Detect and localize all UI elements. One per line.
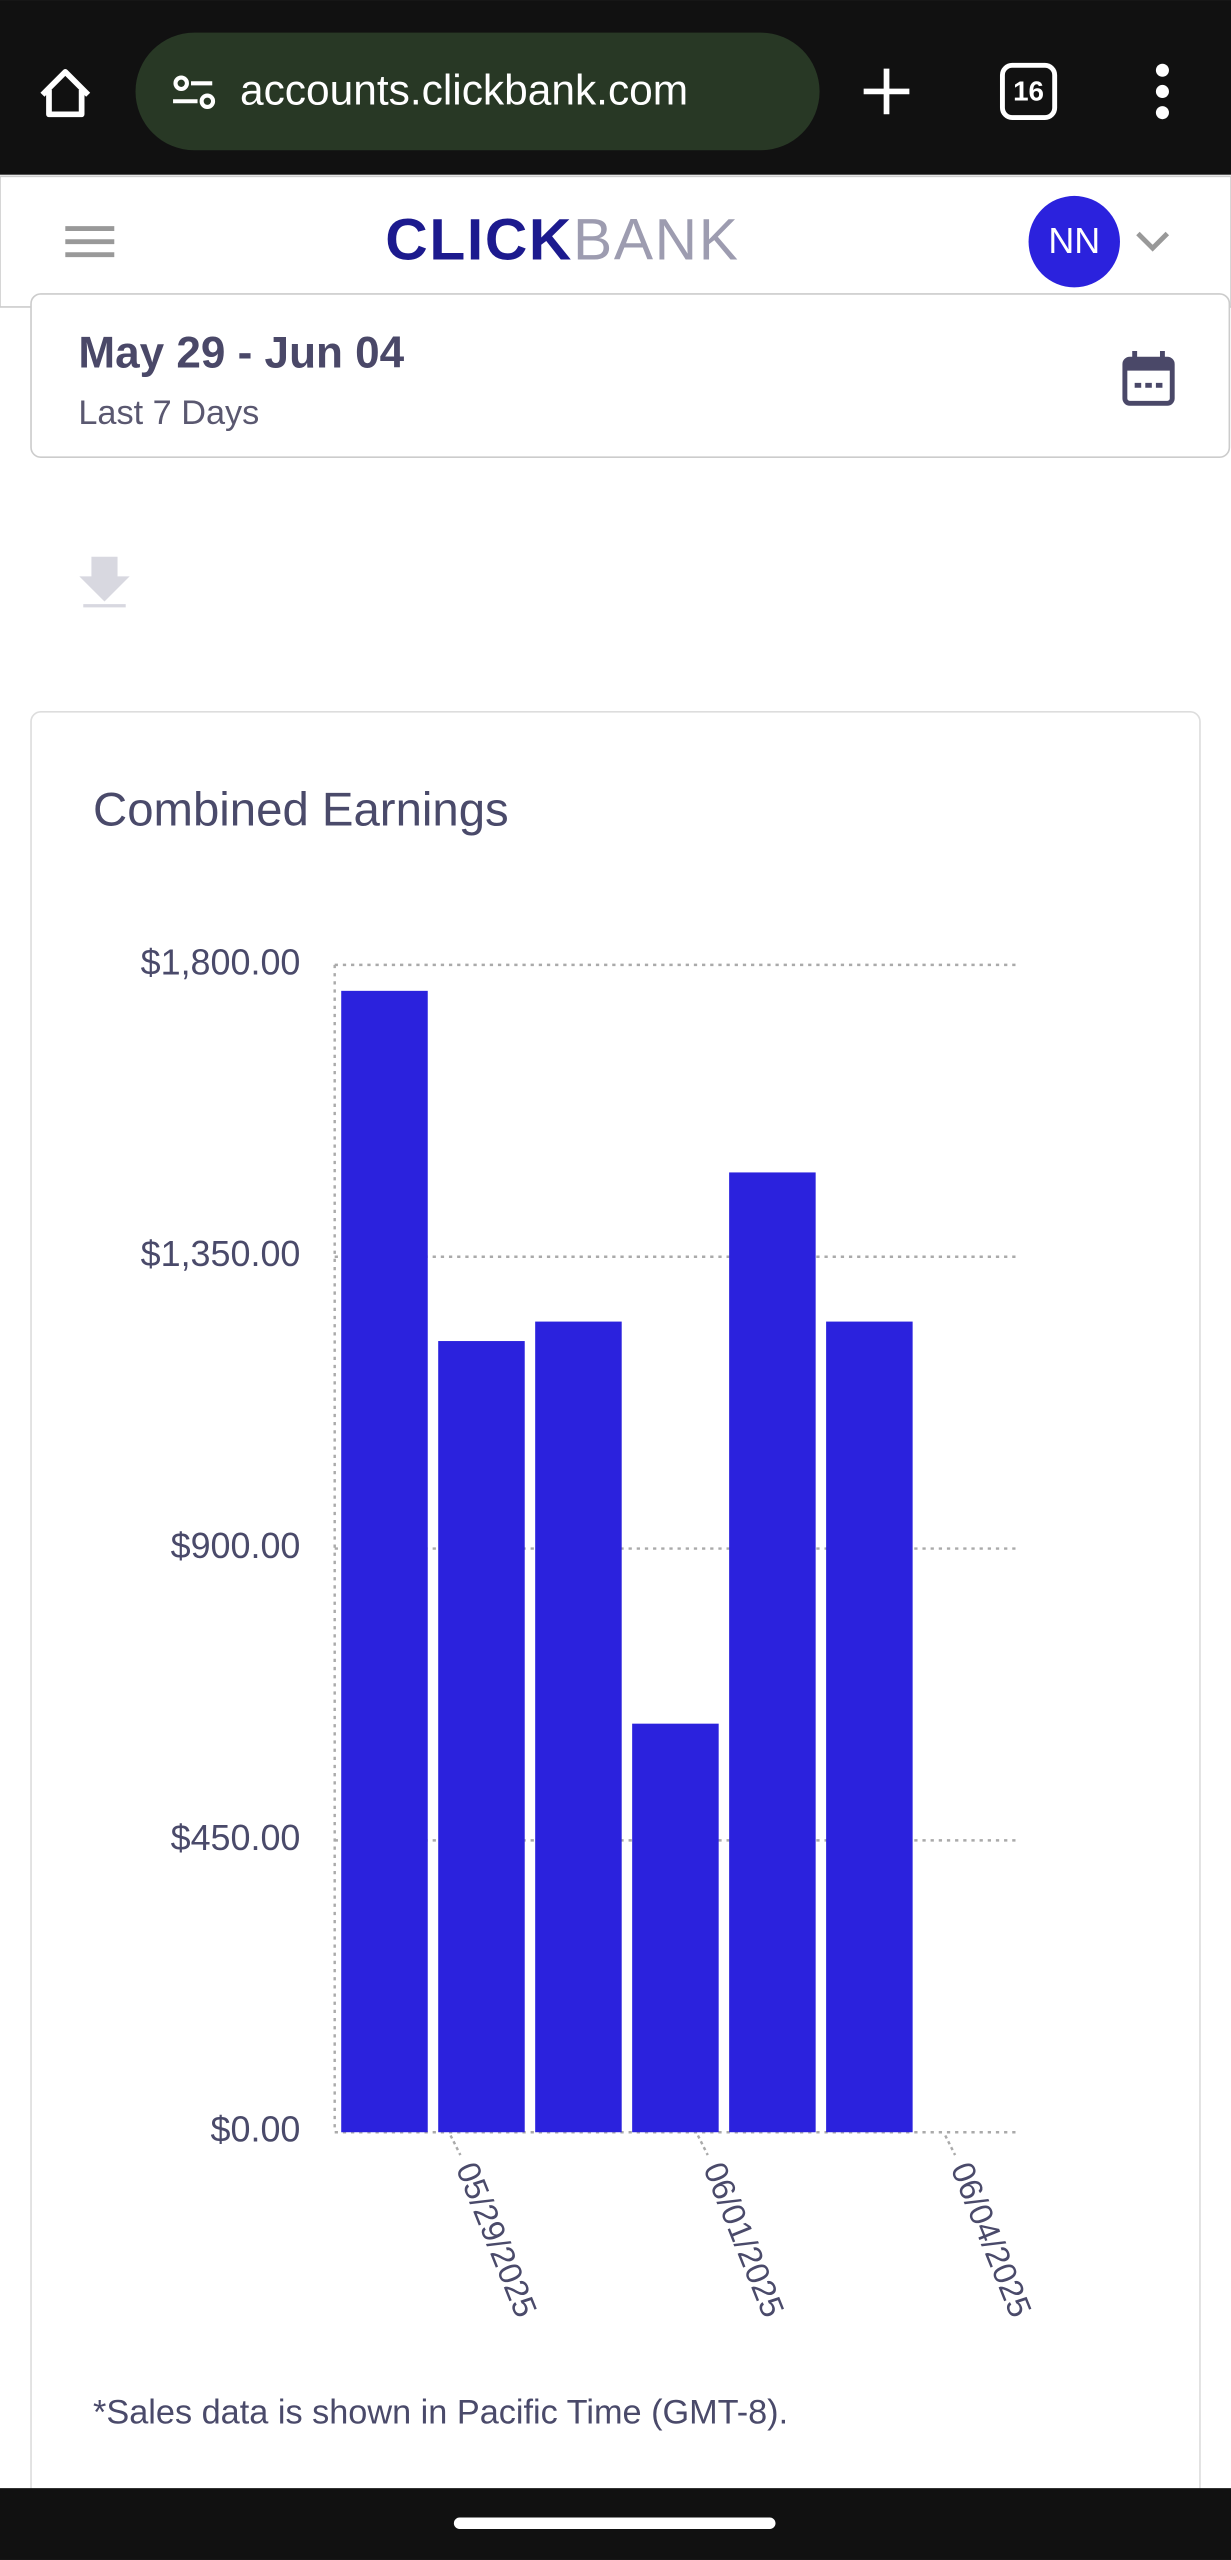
- bar: [438, 1341, 525, 2133]
- url-bar[interactable]: [135, 32, 820, 151]
- bar: [341, 990, 428, 2133]
- footnote: *Sales data is shown in Pacific Time (GM…: [93, 2394, 788, 2432]
- avatar-initials: NN: [1048, 220, 1100, 261]
- y-tick-label: $900.00: [171, 1525, 301, 1566]
- chart-title: Combined Earnings: [93, 784, 509, 837]
- logo-primary: CLICK: [385, 207, 573, 272]
- tab-count: 16: [1013, 75, 1044, 106]
- download-button[interactable]: [79, 556, 130, 608]
- bar: [826, 1321, 913, 2133]
- avatar[interactable]: [1028, 195, 1120, 288]
- y-tick-label: $1,350.00: [141, 1233, 301, 1274]
- chart: $0.00$450.00$900.00$1,350.00$1,800.0005/…: [141, 941, 1040, 2322]
- logo-secondary: BANK: [573, 207, 740, 272]
- new-tab-button[interactable]: [863, 68, 910, 115]
- tabs-button[interactable]: [999, 62, 1058, 121]
- y-tick-label: $0.00: [211, 2109, 301, 2150]
- home-indicator[interactable]: [453, 2517, 776, 2529]
- logo[interactable]: CLICKBANK: [385, 207, 739, 272]
- site-info-icon[interactable]: [173, 75, 216, 109]
- date-range-title: May 29 - Jun 04: [78, 329, 404, 378]
- calendar-icon[interactable]: [1122, 351, 1175, 406]
- account-dropdown[interactable]: [1136, 231, 1170, 252]
- y-tick-label: $450.00: [171, 1817, 301, 1858]
- bar: [632, 1723, 719, 2133]
- bar: [729, 1172, 816, 2133]
- menu-button[interactable]: [1155, 63, 1169, 120]
- nav-menu[interactable]: [65, 226, 115, 258]
- bar: [535, 1321, 622, 2133]
- url-text: accounts.clickbank.com: [240, 66, 688, 113]
- date-card[interactable]: [30, 293, 1231, 458]
- date-range-subtitle: Last 7 Days: [78, 394, 259, 432]
- home-button[interactable]: [40, 68, 91, 118]
- y-tick-label: $1,800.00: [141, 941, 301, 982]
